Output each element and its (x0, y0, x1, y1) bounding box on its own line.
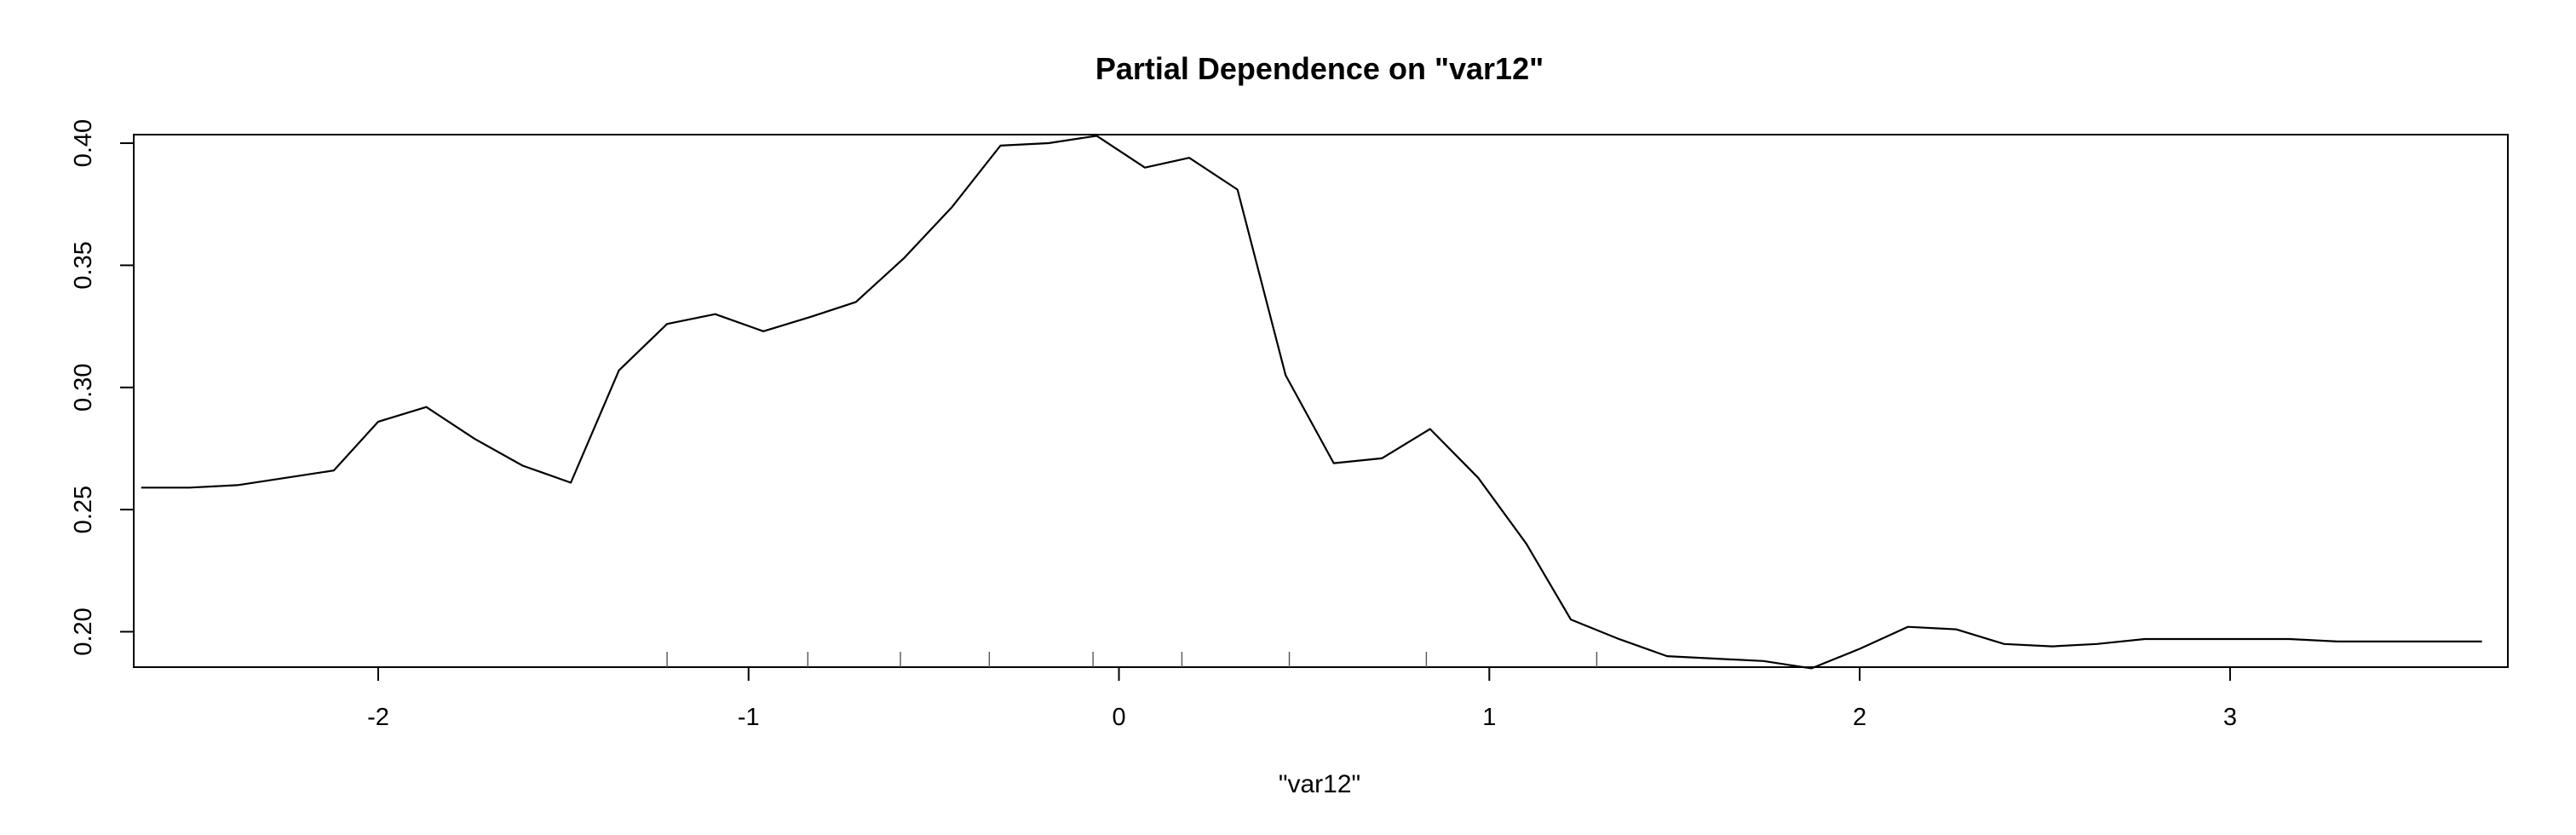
x-axis-label: "var12" (1279, 770, 1360, 798)
x-tick-label: 2 (1853, 704, 1866, 731)
y-tick-label: 0.35 (70, 241, 97, 289)
y-axis: 0.20 0.25 0.30 0.35 0.40 (70, 119, 134, 656)
x-tick-label: -2 (367, 704, 389, 731)
y-tick-label: 0.20 (70, 608, 97, 655)
x-tick-label: -1 (738, 704, 760, 731)
x-tick-label: 3 (2223, 704, 2237, 731)
y-tick-label: 0.25 (70, 486, 97, 533)
series-group (141, 135, 2482, 670)
x-tick-label: 0 (1112, 704, 1125, 731)
x-axis: -2 -1 0 1 2 3 (367, 667, 2237, 731)
series-line (141, 135, 2482, 670)
chart-title: Partial Dependence on "var12" (1095, 51, 1544, 86)
x-tick-label: 1 (1482, 704, 1496, 731)
rug-marks (666, 652, 1598, 667)
plot-frame (133, 134, 2509, 668)
y-tick-label: 0.30 (70, 364, 97, 412)
y-tick-label: 0.40 (70, 119, 97, 167)
